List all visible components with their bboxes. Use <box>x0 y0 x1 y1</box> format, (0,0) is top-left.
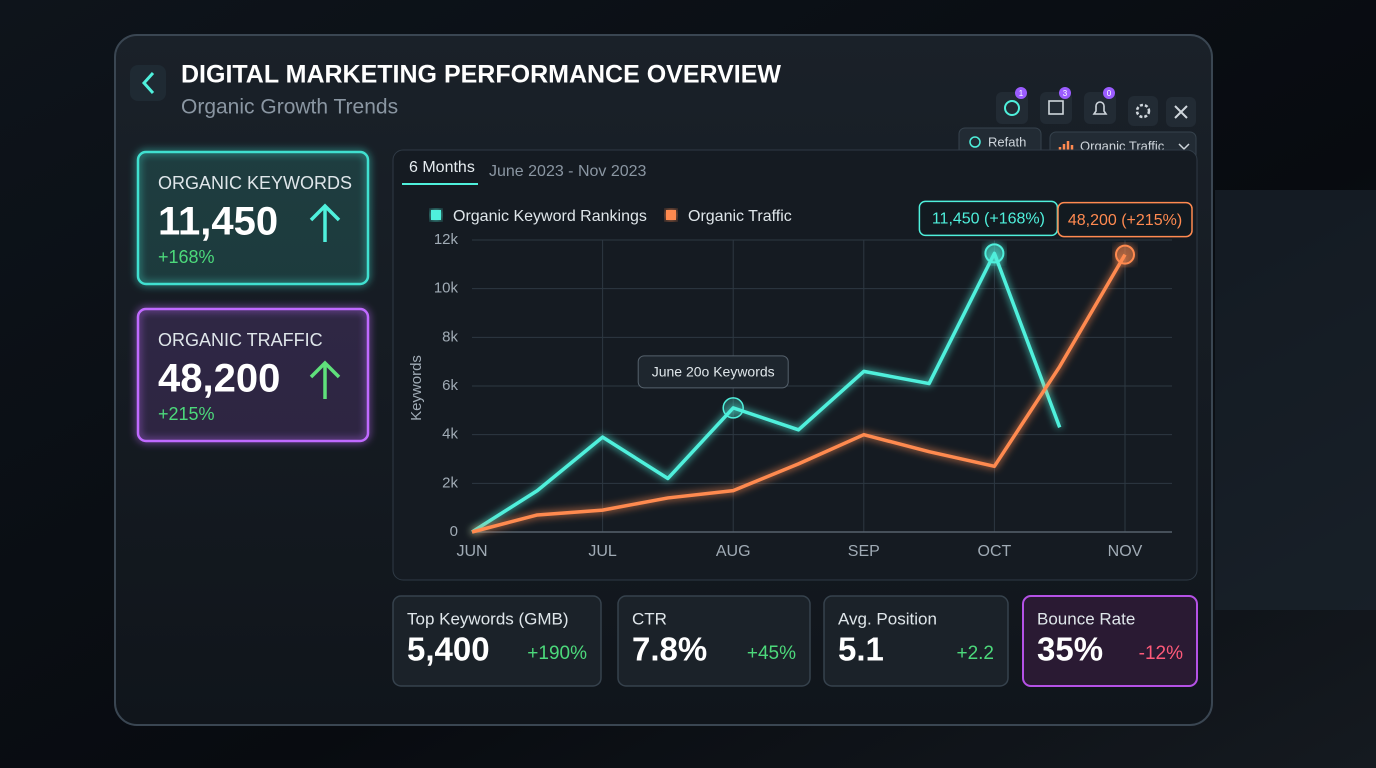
kpi-label: ORGANIC KEYWORDS <box>158 173 352 193</box>
legend-swatch <box>666 210 676 220</box>
back-icon <box>141 71 155 95</box>
title: DIGITAL MARKETING PERFORMANCE OVERVIEW <box>181 61 781 89</box>
stat-change: +2.2 <box>956 643 994 664</box>
refresh-label: Refath <box>988 134 1026 149</box>
kpi-value: 48,200 <box>158 357 280 401</box>
stat-card <box>823 595 1009 687</box>
stat-change: -12% <box>1139 643 1183 664</box>
y-tick-label: 8k <box>442 328 458 345</box>
subtitle: Organic Growth Trends <box>181 96 398 119</box>
stat-card <box>392 595 602 687</box>
callout-box <box>1057 201 1193 238</box>
range-tab[interactable]: 6 Months <box>409 159 475 176</box>
stat-label: CTR <box>632 609 667 628</box>
stat-value: 5,400 <box>407 631 490 668</box>
y-tick-label: 10k <box>434 280 459 297</box>
stat-value: 5.1 <box>838 631 884 668</box>
y-tick-label: 12k <box>434 231 459 248</box>
series-line <box>471 251 1062 534</box>
tooltip-label: June 20o Keywords <box>652 364 775 380</box>
stat-label: Bounce Rate <box>1037 609 1135 628</box>
badge-count: 1 <box>1019 89 1024 98</box>
date-range: June 2023 - Nov 2023 <box>489 163 647 180</box>
settings-button[interactable] <box>1128 96 1158 126</box>
bell-icon <box>1092 101 1108 115</box>
stat-change: +45% <box>747 643 796 664</box>
kpi-arrow <box>309 203 341 242</box>
legend-label: Organic Traffic <box>688 208 792 225</box>
x-tick-label: OCT <box>978 543 1012 560</box>
dropdown-caret <box>1178 143 1190 151</box>
back-button[interactable] <box>130 65 166 101</box>
x-tick-label: NOV <box>1108 543 1143 560</box>
cards: ORGANIC KEYWORDS 11,450 +168% ORGANIC TRAFF… <box>136 150 1198 687</box>
y-tick-label: 4k <box>442 426 458 443</box>
highlight-point <box>984 243 1005 264</box>
badge <box>1015 87 1027 99</box>
history-icon <box>1004 100 1020 116</box>
kpi-change: +215% <box>158 404 215 424</box>
stat-card <box>617 595 811 687</box>
stat-card <box>1022 595 1198 687</box>
badge <box>1059 87 1071 99</box>
refresh-icon <box>969 136 981 148</box>
x-tick-label: AUG <box>716 543 751 560</box>
x-tick-label: JUN <box>456 543 487 560</box>
stat-label: Top Keywords (GMB) <box>407 609 569 628</box>
stat-value: 7.8% <box>632 631 707 668</box>
kpi-arrow <box>309 360 341 399</box>
kpi-change: +168% <box>158 247 215 267</box>
chart: 0 2k 4k 6k 8k 10k 12k JUN JUL AUG SEP OCT NOV Organic… <box>431 200 1193 560</box>
x-tick-label: SEP <box>848 543 880 560</box>
y-tick-label: 0 <box>450 523 458 540</box>
y-tick-label: 6k <box>442 377 458 394</box>
legend-swatch <box>431 210 441 220</box>
legend-label: Organic Keyword Rankings <box>453 208 647 225</box>
calendar-button[interactable] <box>1040 92 1072 124</box>
y-tick-label: 2k <box>442 474 458 491</box>
highlight-point <box>1115 244 1135 265</box>
kpi-label: ORGANIC TRAFFIC <box>158 330 323 350</box>
badge-count: 0 <box>1107 89 1112 98</box>
kpi-card <box>136 307 370 443</box>
gear-icon <box>1135 103 1151 119</box>
callout-label: 11,450 (+168%) <box>932 211 1045 228</box>
highlight-point <box>722 397 744 419</box>
series-line <box>471 253 1127 534</box>
toolbar-icons <box>996 92 1196 127</box>
calendar-icon <box>1048 100 1064 115</box>
notifications-button[interactable] <box>1084 92 1116 124</box>
callout-label: 48,200 (+215%) <box>1068 212 1182 229</box>
kpi-card <box>136 150 370 286</box>
tooltip-box <box>637 355 789 389</box>
badge <box>1103 87 1115 99</box>
window-backdrop <box>1215 190 1376 610</box>
history-button[interactable] <box>996 92 1028 124</box>
stat-value: 35% <box>1037 631 1103 668</box>
stat-change: +190% <box>527 643 587 664</box>
x-tick-label: JUL <box>588 543 617 560</box>
close-icon <box>1174 105 1188 119</box>
badge-count: 3 <box>1063 89 1068 98</box>
y-axis-label: Keywords <box>408 355 425 421</box>
stat-label: Avg. Position <box>838 609 937 628</box>
kpi-value: 11,450 <box>158 200 278 244</box>
